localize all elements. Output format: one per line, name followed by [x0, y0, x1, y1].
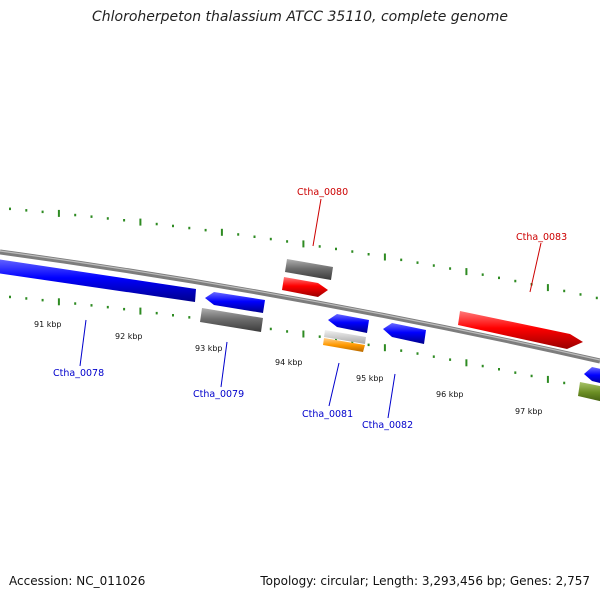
genome-stats-text: Topology: circular; Length: 3,293,456 bp… [260, 574, 590, 588]
gene-ctha-0078[interactable] [0, 258, 196, 302]
gene-ctha-0082[interactable] [383, 323, 426, 344]
gene-label-ctha-0083[interactable]: Ctha_0083 [516, 232, 567, 243]
kbp-label-96: 96 kbp [436, 390, 464, 399]
kbp-label-95: 95 kbp [356, 374, 384, 383]
feature-light-stripe[interactable] [324, 330, 366, 344]
kbp-label-93: 93 kbp [195, 344, 223, 353]
outer-tick-row [9, 207, 598, 300]
map-title: Chloroherpeton thalassium ATCC 35110, co… [92, 9, 508, 25]
feature-orange[interactable] [323, 338, 365, 352]
feature-gray-lower[interactable] [200, 308, 263, 332]
gene-label-ctha-0079[interactable]: Ctha_0079 [193, 389, 244, 400]
accession-text: Accession: NC_011026 [9, 574, 146, 588]
gene-label-ctha-0082[interactable]: Ctha_0082 [362, 420, 413, 431]
gene-labels: Ctha_0080 Ctha_0083 Ctha_0078 Ctha_0079 … [53, 187, 567, 431]
gene-ctha-0081[interactable] [328, 314, 369, 333]
gene-label-ctha-0078[interactable]: Ctha_0078 [53, 368, 104, 379]
feature-olive[interactable] [578, 382, 600, 403]
gene-label-ctha-0080[interactable]: Ctha_0080 [297, 187, 348, 198]
kbp-labels: 91 kbp 92 kbp 93 kbp 94 kbp 95 kbp 96 kb… [34, 320, 543, 416]
genome-backbone [0, 249, 600, 364]
kbp-label-92: 92 kbp [115, 332, 143, 341]
genome-backbone-highlight [0, 250, 600, 361]
inner-tick-row [9, 295, 598, 392]
kbp-label-91: 91 kbp [34, 320, 62, 329]
kbp-label-94: 94 kbp [275, 358, 303, 367]
gene-ctha-0083[interactable] [458, 311, 583, 349]
gene-label-ctha-0081[interactable]: Ctha_0081 [302, 409, 353, 420]
feature-gray-upper[interactable] [285, 259, 333, 280]
kbp-label-97: 97 kbp [515, 407, 543, 416]
gene-ctha-0079[interactable] [205, 292, 265, 313]
gene-ctha-0080[interactable] [282, 277, 328, 297]
label-leaders [79, 198, 542, 419]
gene-right-edge-blue[interactable] [584, 367, 600, 385]
